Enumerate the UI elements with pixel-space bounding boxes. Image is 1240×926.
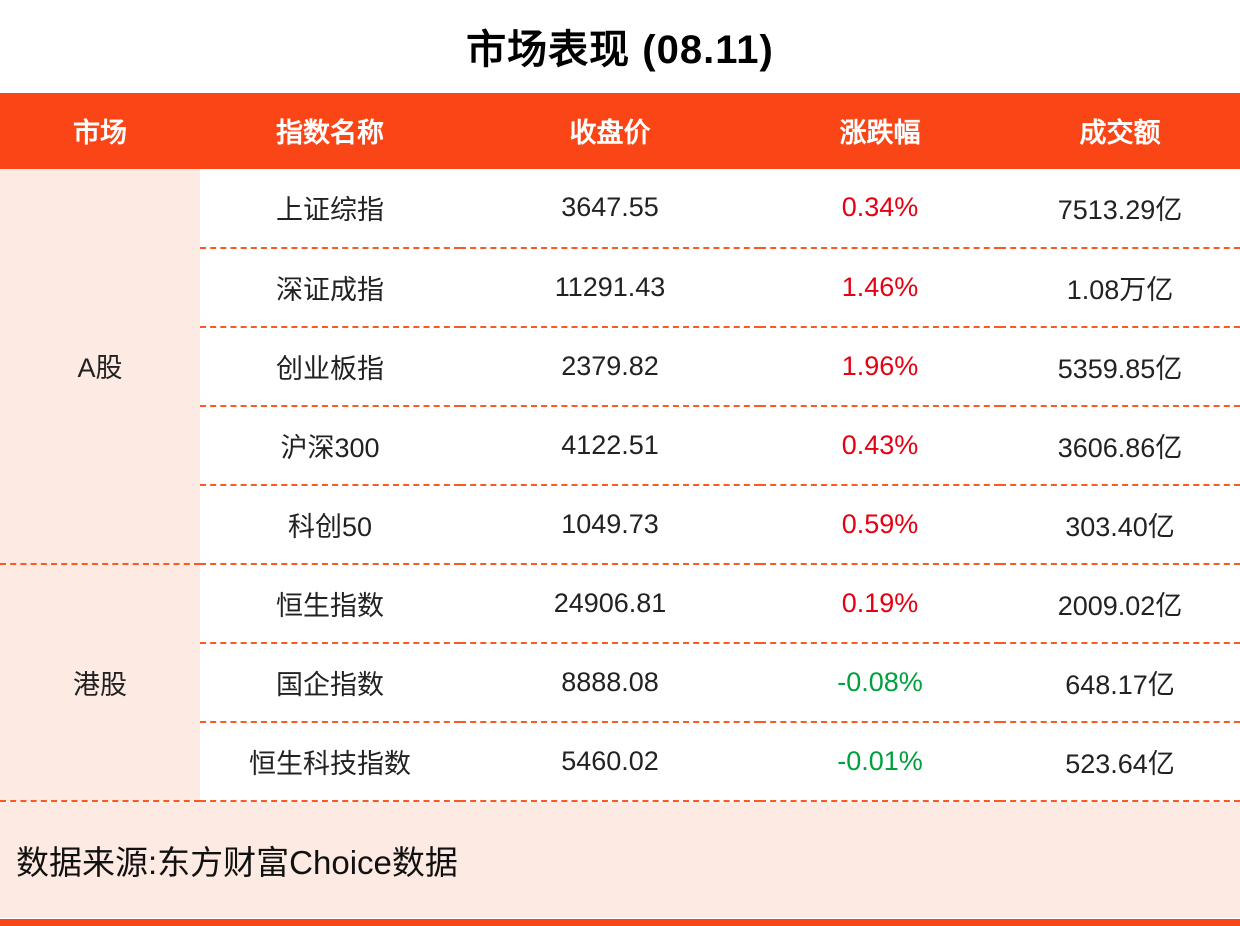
table-row: 国企指数 8888.08 -0.08% 648.17亿 bbox=[0, 642, 1240, 723]
col-header-close: 收盘价 bbox=[460, 92, 760, 169]
table-row: 创业板指 2379.82 1.96% 5359.85亿 bbox=[0, 326, 1240, 407]
close-price-cell: 8888.08 bbox=[460, 642, 760, 723]
col-header-change: 涨跌幅 bbox=[760, 92, 1000, 169]
turnover-cell: 7513.29亿 bbox=[1000, 168, 1240, 249]
index-name-cell: 上证综指 bbox=[200, 168, 460, 249]
turnover-cell: 1.08万亿 bbox=[1000, 247, 1240, 328]
close-price-cell: 1049.73 bbox=[460, 484, 760, 565]
page-title: 市场表现 (08.11) bbox=[466, 28, 774, 73]
change-percent-cell: 0.19% bbox=[760, 563, 1000, 644]
index-name-cell: 恒生科技指数 bbox=[200, 721, 460, 802]
turnover-cell: 5359.85亿 bbox=[1000, 326, 1240, 407]
bottom-accent-bar bbox=[0, 919, 1240, 926]
index-name-cell: 沪深300 bbox=[200, 405, 460, 486]
table-row: A股 上证综指 3647.55 0.34% 7513.29亿 bbox=[0, 168, 1240, 565]
index-name-cell: 恒生指数 bbox=[200, 563, 460, 644]
market-group-hk-shares: 港股 bbox=[0, 563, 200, 802]
table-header: 市场 指数名称 收盘价 涨跌幅 成交额 bbox=[0, 92, 1240, 169]
col-header-name: 指数名称 bbox=[200, 92, 460, 169]
change-percent-cell: -0.08% bbox=[760, 642, 1000, 723]
market-group-a-shares: A股 bbox=[0, 168, 200, 565]
table-row: 港股 恒生指数 24906.81 0.19% 2009.02亿 bbox=[0, 563, 1240, 802]
turnover-cell: 523.64亿 bbox=[1000, 721, 1240, 802]
index-name-cell: 深证成指 bbox=[200, 247, 460, 328]
close-price-cell: 11291.43 bbox=[460, 247, 760, 328]
change-percent-cell: 0.34% bbox=[760, 168, 1000, 249]
data-source-bar: 数据来源:东方财富Choice数据 bbox=[0, 801, 1240, 919]
change-percent-cell: 0.59% bbox=[760, 484, 1000, 565]
close-price-cell: 24906.81 bbox=[460, 563, 760, 644]
close-price-cell: 2379.82 bbox=[460, 326, 760, 407]
table-row: 深证成指 11291.43 1.46% 1.08万亿 bbox=[0, 247, 1240, 328]
change-percent-cell: -0.01% bbox=[760, 721, 1000, 802]
turnover-cell: 303.40亿 bbox=[1000, 484, 1240, 565]
turnover-cell: 3606.86亿 bbox=[1000, 405, 1240, 486]
change-percent-cell: 0.43% bbox=[760, 405, 1000, 486]
data-source-text: 数据来源:东方财富Choice数据 bbox=[16, 843, 458, 881]
close-price-cell: 3647.55 bbox=[460, 168, 760, 249]
turnover-cell: 2009.02亿 bbox=[1000, 563, 1240, 644]
index-name-cell: 科创50 bbox=[200, 484, 460, 565]
turnover-cell: 648.17亿 bbox=[1000, 642, 1240, 723]
market-table: 市场 指数名称 收盘价 涨跌幅 成交额 A股 上证综指 3647.55 0.34… bbox=[0, 92, 1240, 802]
close-price-cell: 5460.02 bbox=[460, 721, 760, 802]
change-percent-cell: 1.96% bbox=[760, 326, 1000, 407]
index-name-cell: 国企指数 bbox=[200, 642, 460, 723]
table-row: 科创50 1049.73 0.59% 303.40亿 bbox=[0, 484, 1240, 565]
change-percent-cell: 1.46% bbox=[760, 247, 1000, 328]
close-price-cell: 4122.51 bbox=[460, 405, 760, 486]
table-row: 恒生科技指数 5460.02 -0.01% 523.64亿 bbox=[0, 721, 1240, 802]
header-row: 市场 指数名称 收盘价 涨跌幅 成交额 bbox=[0, 92, 1240, 169]
index-name-cell: 创业板指 bbox=[200, 326, 460, 407]
table-row: 沪深300 4122.51 0.43% 3606.86亿 bbox=[0, 405, 1240, 486]
col-header-market: 市场 bbox=[0, 92, 200, 169]
col-header-turnover: 成交额 bbox=[1000, 92, 1240, 169]
